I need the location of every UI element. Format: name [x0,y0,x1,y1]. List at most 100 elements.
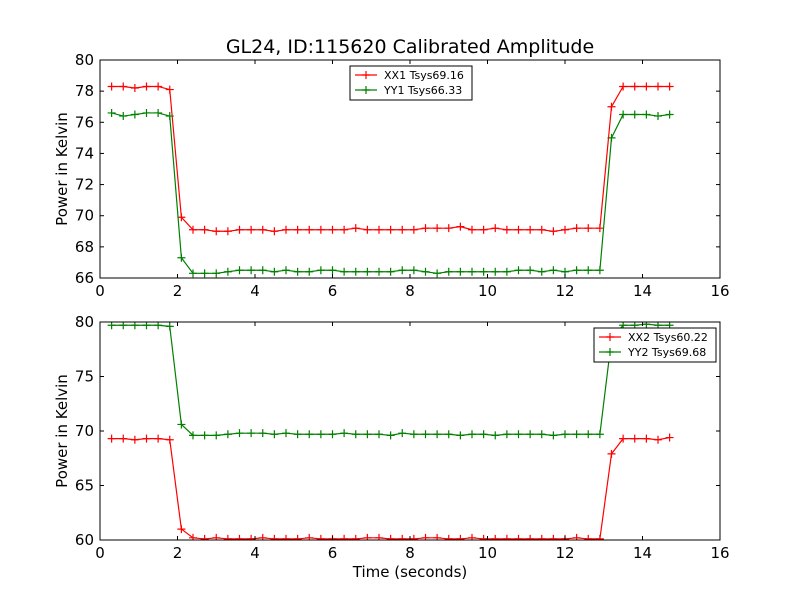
data-point [421,224,430,233]
data-point [200,269,209,278]
data-point [212,533,221,540]
data-point [305,430,314,439]
data-point [630,82,639,91]
data-point [654,112,662,121]
data-point [363,225,372,234]
data-point [398,266,407,275]
data-point [340,429,349,438]
y-tick-label: 72 [75,176,94,194]
y-tick-label: 65 [75,477,94,495]
data-point [642,110,651,119]
y-tick-label: 75 [75,368,94,386]
data-point [130,84,139,93]
data-point [479,267,488,276]
data-point [561,430,569,439]
data-point [282,266,290,275]
series-2 [107,108,674,278]
data-point [235,266,244,275]
data-point [235,534,244,540]
data-point [154,322,163,330]
data-point [270,534,279,540]
x-tick-label: 8 [405,282,415,300]
data-point [642,434,651,443]
x-axis-label: Time (seconds) [352,563,468,581]
y-axis-label: Power in Kelvin [53,374,71,488]
data-point [282,429,290,438]
data-point [595,266,604,275]
data-point [502,534,511,540]
data-point [584,430,593,439]
data-point [282,225,290,234]
y-tick-label: 74 [75,144,94,162]
data-point [270,267,279,276]
y-tick-label: 60 [75,531,94,549]
data-point [514,266,523,275]
data-point [247,429,256,438]
data-point [177,420,186,429]
data-point [514,225,523,234]
data-point [375,225,383,234]
data-point [305,533,314,540]
data-point [363,267,372,276]
data-point [363,533,372,540]
data-point [223,534,232,540]
data-point [340,225,349,234]
data-point [270,430,279,439]
data-point [468,225,476,234]
data-point [165,435,174,444]
data-point [316,534,325,540]
data-point [189,533,197,540]
x-tick-label: 8 [405,544,415,562]
data-point [305,267,314,276]
y-tick-label: 68 [75,238,94,256]
data-point [375,533,383,540]
legend-label: XX2 Tsys60.22 [628,331,708,344]
data-point [316,430,325,439]
data-point [363,430,372,439]
data-point [316,225,325,234]
legend-label: YY1 Tsys66.33 [383,84,462,97]
legend-entry: XX1 Tsys69.16 [355,69,464,82]
data-point [177,525,186,534]
data-point [177,213,186,222]
series-1 [107,433,674,540]
data-point [444,267,453,276]
legend: XX2 Tsys60.22 YY2 Tsys69.68 [593,327,717,363]
data-point [642,322,651,329]
data-point [293,534,302,540]
data-point [409,534,418,540]
data-point [351,534,360,540]
data-point [200,431,209,440]
data-point [293,225,302,234]
data-point [351,430,360,439]
data-point [386,431,395,440]
data-point [607,449,616,458]
data-point [537,267,546,276]
legend-marker [362,86,370,94]
x-tick-label: 0 [95,544,105,562]
data-point [235,225,244,234]
data-point [375,267,383,276]
data-point [468,533,476,540]
data-point [607,133,616,142]
bottom-panel: 0 2 4 6 8 10 12 14 16 60 65 70 75 80 Power in Kelvin Ti… [53,313,730,581]
data-point [386,225,395,234]
x-tick-label: 4 [250,282,260,300]
data-point [642,82,651,91]
data-point [479,430,488,439]
data-point [130,110,139,119]
legend-entry: YY2 Tsys69.68 [599,346,706,359]
x-tick-label: 10 [478,544,497,562]
x-tick-label: 14 [633,544,652,562]
data-point [235,429,244,438]
data-point [491,431,500,440]
data-point [247,225,256,234]
data-point [293,267,302,276]
data-point [456,222,465,231]
data-point [282,534,290,540]
y-tick-label: 76 [75,113,94,131]
data-point [665,433,674,442]
x-tick-label: 12 [555,282,574,300]
data-point [142,434,151,443]
